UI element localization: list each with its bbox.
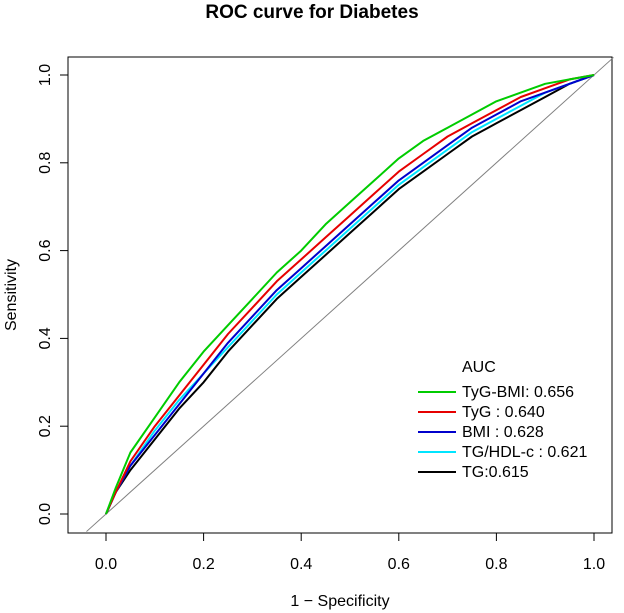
series-line-3: [105, 74, 595, 515]
y-tick-label: 0.4: [37, 327, 54, 349]
chart-title: ROC curve for Diabetes: [205, 2, 418, 23]
x-axis-label: 1 − Specificity: [290, 593, 389, 610]
series-line-4: [105, 74, 595, 515]
legend-label-4: TG/HDL-c : 0.621: [462, 444, 587, 461]
x-tick-label: 0.2: [192, 556, 214, 573]
reference-diagonal-line: [86, 57, 614, 532]
x-tick-label: 0.4: [290, 556, 312, 573]
series-lines: [105, 74, 595, 515]
legend-title: AUC: [462, 359, 496, 376]
y-tick-label: 1.0: [37, 64, 54, 86]
reference-line-group: [86, 57, 614, 532]
x-axis: 0.0 0.2 0.4 0.6 0.8 1.0: [95, 532, 605, 573]
x-tick-label: 0.8: [485, 556, 507, 573]
legend-label-3: BMI : 0.628: [462, 424, 544, 441]
x-tick-label: 0.6: [388, 556, 410, 573]
y-axis: 0.0 0.2 0.4 0.6 0.8 1.0: [37, 64, 69, 525]
y-tick-label: 0.0: [37, 503, 54, 525]
y-axis-label: Sensitivity: [3, 259, 20, 331]
y-tick-label: 0.8: [37, 152, 54, 174]
legend-label-5: TG:0.615: [462, 464, 529, 481]
legend-label-2: TyG : 0.640: [462, 404, 545, 421]
series-line-5: [105, 74, 595, 515]
y-tick-label: 0.6: [37, 239, 54, 261]
series-line-2: [105, 74, 595, 515]
y-tick-label: 0.2: [37, 415, 54, 437]
legend: AUC TyG-BMI: 0.656 TyG : 0.640 BMI : 0.628…: [418, 359, 587, 481]
legend-label-1: TyG-BMI: 0.656: [462, 384, 574, 401]
plot-frame: [67, 56, 613, 534]
x-tick-label: 0.0: [95, 556, 117, 573]
x-tick-label: 1.0: [583, 556, 605, 573]
series-line-1: [105, 74, 595, 515]
